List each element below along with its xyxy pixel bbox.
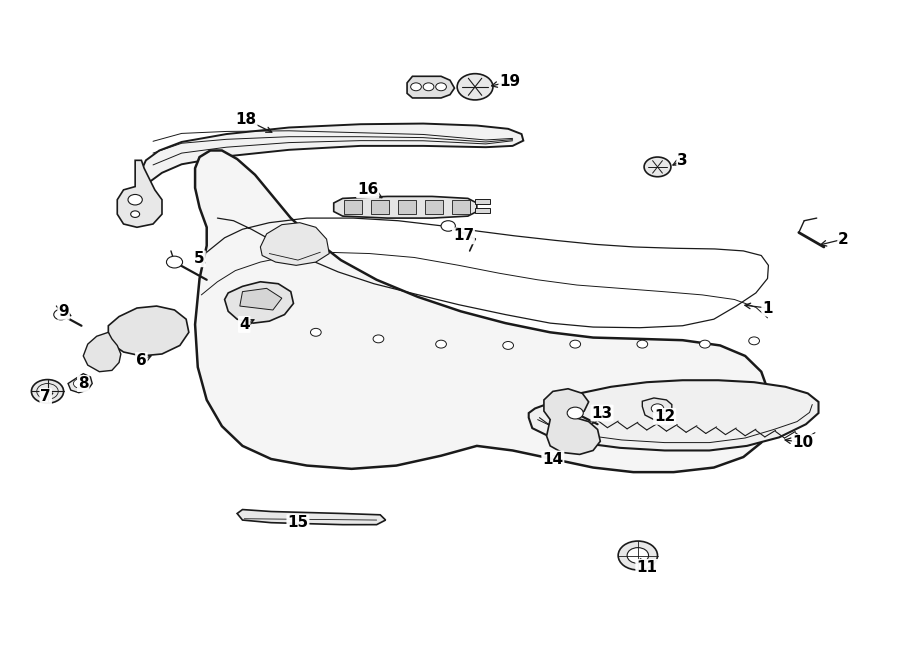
Circle shape bbox=[436, 340, 446, 348]
Text: 19: 19 bbox=[500, 74, 520, 89]
Circle shape bbox=[644, 157, 670, 177]
Text: 10: 10 bbox=[793, 435, 814, 450]
Text: 2: 2 bbox=[838, 232, 849, 247]
Text: 8: 8 bbox=[78, 376, 88, 391]
Text: 18: 18 bbox=[236, 112, 256, 127]
Text: 6: 6 bbox=[136, 353, 147, 368]
Circle shape bbox=[74, 379, 86, 388]
Circle shape bbox=[166, 256, 183, 268]
Circle shape bbox=[436, 83, 446, 91]
Polygon shape bbox=[117, 160, 162, 227]
Circle shape bbox=[627, 547, 649, 563]
Polygon shape bbox=[452, 200, 470, 214]
Polygon shape bbox=[84, 332, 121, 371]
Circle shape bbox=[410, 83, 421, 91]
Polygon shape bbox=[345, 200, 363, 214]
Circle shape bbox=[32, 379, 64, 403]
Text: 17: 17 bbox=[453, 228, 474, 244]
Polygon shape bbox=[68, 373, 92, 393]
Text: 1: 1 bbox=[762, 301, 773, 316]
Text: 16: 16 bbox=[357, 182, 378, 197]
Text: 14: 14 bbox=[543, 451, 563, 467]
Circle shape bbox=[130, 211, 140, 217]
Text: 7: 7 bbox=[40, 389, 51, 404]
Polygon shape bbox=[643, 398, 671, 420]
Polygon shape bbox=[528, 380, 818, 450]
Text: 13: 13 bbox=[591, 406, 613, 420]
Polygon shape bbox=[225, 282, 293, 323]
Text: 5: 5 bbox=[194, 252, 205, 266]
Circle shape bbox=[570, 340, 580, 348]
Polygon shape bbox=[141, 124, 523, 181]
Polygon shape bbox=[475, 208, 491, 213]
Polygon shape bbox=[108, 306, 189, 356]
Polygon shape bbox=[237, 510, 385, 525]
Circle shape bbox=[637, 340, 648, 348]
Text: 11: 11 bbox=[636, 560, 657, 575]
Polygon shape bbox=[239, 289, 282, 310]
Text: 3: 3 bbox=[677, 153, 688, 168]
Polygon shape bbox=[425, 200, 443, 214]
Text: 4: 4 bbox=[239, 317, 249, 332]
Circle shape bbox=[749, 337, 760, 345]
Polygon shape bbox=[475, 199, 491, 205]
Polygon shape bbox=[334, 197, 477, 218]
Circle shape bbox=[54, 309, 68, 320]
Circle shape bbox=[128, 195, 142, 205]
Circle shape bbox=[699, 340, 710, 348]
Polygon shape bbox=[260, 222, 329, 265]
Circle shape bbox=[441, 220, 455, 231]
Circle shape bbox=[567, 407, 583, 419]
Circle shape bbox=[652, 404, 664, 413]
Circle shape bbox=[503, 342, 514, 350]
Text: 12: 12 bbox=[654, 409, 675, 424]
Circle shape bbox=[374, 335, 383, 343]
Circle shape bbox=[618, 541, 658, 570]
Circle shape bbox=[423, 83, 434, 91]
Text: 15: 15 bbox=[287, 515, 309, 530]
Text: 9: 9 bbox=[58, 304, 69, 319]
Circle shape bbox=[310, 328, 321, 336]
Polygon shape bbox=[398, 200, 416, 214]
Polygon shape bbox=[195, 150, 770, 472]
Polygon shape bbox=[407, 76, 454, 98]
Circle shape bbox=[457, 73, 493, 100]
Polygon shape bbox=[372, 200, 389, 214]
Polygon shape bbox=[544, 389, 600, 454]
